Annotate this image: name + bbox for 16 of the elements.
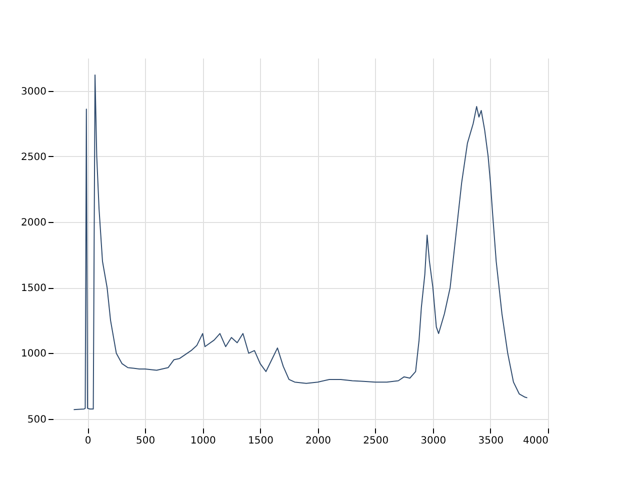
x-tick-label: 2000: [306, 436, 331, 446]
x-tick-label: 2500: [363, 436, 389, 446]
y-tick-label: 1500: [21, 283, 46, 294]
x-tick-label: 3000: [420, 436, 446, 446]
line-series: [73, 74, 528, 410]
x-tick-label: 0: [84, 436, 92, 446]
y-tick-label: 3000: [21, 86, 46, 98]
y-tick-label: 2000: [21, 218, 46, 229]
x-tick-label: 4000: [523, 436, 548, 446]
x-tick-label: 3500: [478, 436, 504, 446]
y-tick-label: 1000: [21, 348, 46, 360]
y-tick-label: 500: [27, 414, 46, 426]
x-tick-label: 1000: [190, 436, 216, 446]
x-tick-label: 1500: [248, 436, 274, 446]
y-tick-label: 2500: [21, 152, 46, 163]
x-tick-label: 500: [136, 436, 156, 446]
